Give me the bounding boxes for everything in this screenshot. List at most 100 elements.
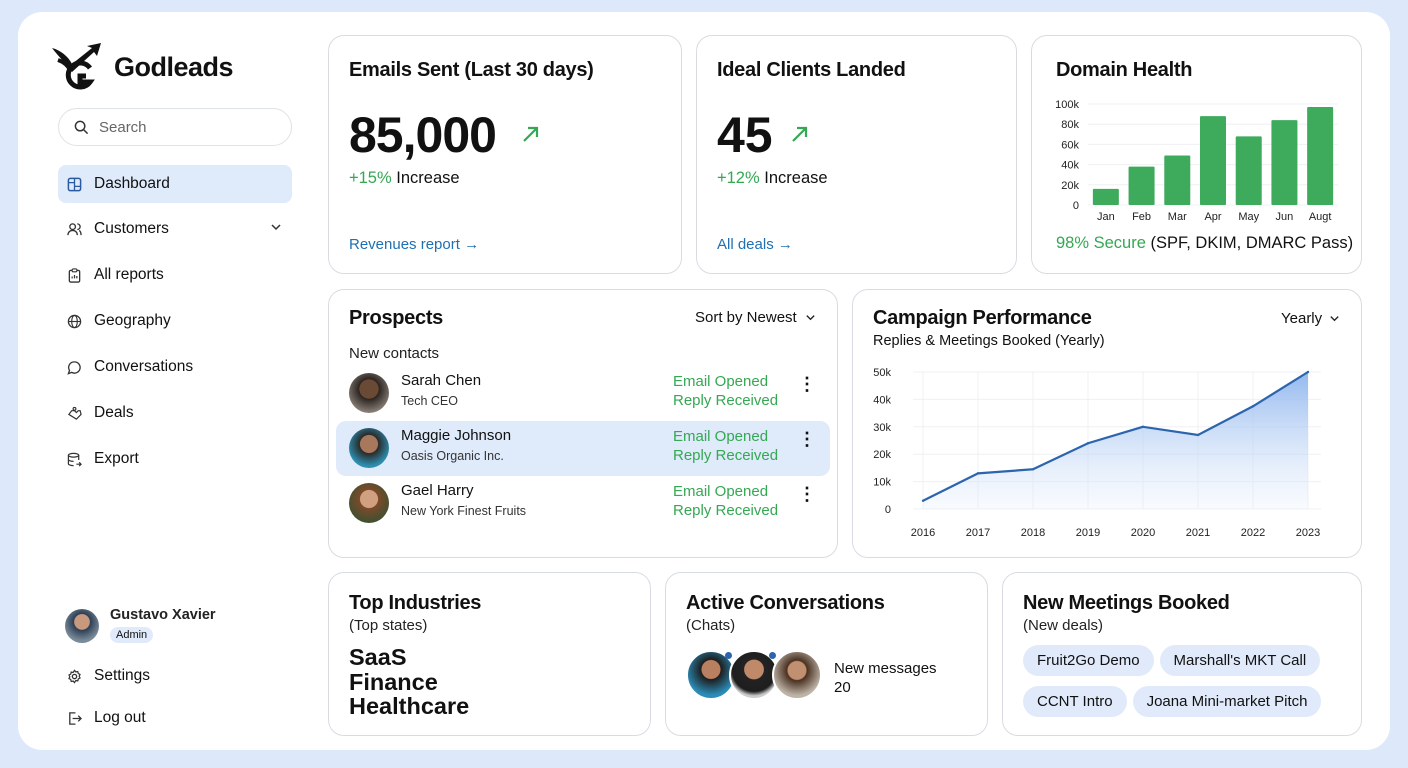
industry-item: Finance xyxy=(349,668,438,695)
sidebar-item-customers[interactable]: Customers xyxy=(58,210,292,248)
prospect-avatar xyxy=(349,428,389,468)
emails-sent-card: Emails Sent (Last 30 days) 85,000 +15% I… xyxy=(328,35,682,274)
status-email-opened: Email Opened xyxy=(673,483,769,500)
data-point xyxy=(1141,425,1145,428)
emails-value: 85,000 xyxy=(349,107,497,163)
card-title: Active Conversations xyxy=(686,592,885,614)
clipboard-icon xyxy=(66,267,82,283)
sidebar-item-label: Export xyxy=(94,450,139,467)
secure-detail: (SPF, DKIM, DMARC Pass) xyxy=(1150,234,1354,252)
logout-label: Log out xyxy=(94,709,146,726)
sidebar-item-geography[interactable]: Geography xyxy=(58,302,292,340)
prospect-row[interactable]: Sarah Chen Tech CEO Email Opened Reply Re… xyxy=(336,366,830,421)
sidebar-item-label: All reports xyxy=(94,266,164,283)
card-title: Domain Health xyxy=(1056,59,1193,81)
prospect-company: Oasis Organic Inc. xyxy=(401,449,504,463)
change-percent: +12% xyxy=(717,169,760,187)
industry-item: SaaS xyxy=(349,644,407,670)
search-input[interactable]: Search xyxy=(58,108,292,146)
y-tick-label: 40k xyxy=(873,394,891,406)
prospect-company: New York Finest Fruits xyxy=(401,504,527,518)
y-tick-label: 100k xyxy=(1055,99,1079,111)
prospect-company: Tech CEO xyxy=(401,394,458,408)
x-tick-label: 2020 xyxy=(1131,527,1155,539)
prospect-row[interactable]: Gael Harry New York Finest Fruits Email … xyxy=(336,476,830,531)
x-tick-label: Jun xyxy=(1276,211,1294,223)
change-label: Increase xyxy=(764,169,828,187)
change-percent: +15% xyxy=(349,169,392,187)
prospect-avatar xyxy=(349,483,389,523)
new-messages-label: New messages xyxy=(834,660,937,677)
sidebar-item-export[interactable]: Export xyxy=(58,440,292,478)
settings-label: Settings xyxy=(94,667,151,684)
status-reply-received: Reply Received xyxy=(673,502,779,519)
status-email-opened: Email Opened xyxy=(673,428,769,445)
period-dropdown[interactable]: Yearly xyxy=(1281,310,1340,327)
meeting-tag[interactable]: Marshall's MKT Call xyxy=(1159,645,1321,676)
x-tick-label: Jan xyxy=(1097,211,1115,223)
x-tick-label: 2023 xyxy=(1296,527,1320,539)
domain-health-chart: 0 20k 40k 60k 80k 100k Jan Feb Mar Apr May Jun Augt xyxy=(1055,99,1338,223)
bar xyxy=(1307,107,1334,205)
data-point xyxy=(1306,370,1310,374)
arrow-up-right-icon xyxy=(521,124,541,149)
more-options-icon[interactable]: ⋮ xyxy=(798,484,816,504)
y-tick-label: 50k xyxy=(873,367,891,379)
users-icon xyxy=(66,221,82,237)
y-tick-label: 0 xyxy=(885,504,891,516)
change-label: Increase xyxy=(396,169,460,187)
sidebar-item-dashboard[interactable]: Dashboard xyxy=(58,165,292,203)
all-deals-link[interactable]: All deals → xyxy=(717,236,793,253)
x-tick-label: 2022 xyxy=(1241,527,1265,539)
y-tick-label: 30k xyxy=(873,422,891,434)
meeting-tag[interactable]: Fruit2Go Demo xyxy=(1023,645,1154,676)
deals-icon xyxy=(66,405,82,421)
prospect-name: Sarah Chen xyxy=(401,372,482,389)
x-tick-label: Apr xyxy=(1204,211,1221,223)
active-conversations-card: Active Conversations (Chats) New message… xyxy=(665,572,988,736)
settings-button[interactable]: Settings xyxy=(58,657,292,695)
sidebar-item-deals[interactable]: Deals xyxy=(58,394,292,432)
prospects-title: Prospects xyxy=(349,307,444,329)
sidebar-item-label: Conversations xyxy=(94,358,194,375)
ideal-clients-card: Ideal Clients Landed 45 +12% Increase Al… xyxy=(696,35,1017,274)
chevron-down-icon xyxy=(806,315,815,321)
meeting-tag[interactable]: Joana Mini-market Pitch xyxy=(1132,686,1322,717)
card-title: Ideal Clients Landed xyxy=(717,59,906,81)
card-subtitle: Replies & Meetings Booked (Yearly) xyxy=(873,333,1105,349)
search-icon xyxy=(73,119,89,135)
revenues-report-link[interactable]: Revenues report → xyxy=(349,236,480,253)
y-tick-label: 80k xyxy=(1061,119,1079,131)
bar xyxy=(1164,155,1191,205)
chat-avatar[interactable] xyxy=(772,650,822,700)
x-tick-label: May xyxy=(1238,211,1259,223)
user-avatar[interactable] xyxy=(65,609,99,643)
x-tick-label: 2019 xyxy=(1076,527,1100,539)
campaign-performance-card: Campaign Performance Replies & Meetings … xyxy=(852,289,1362,558)
more-options-icon[interactable]: ⋮ xyxy=(798,429,816,449)
sidebar-item-label: Geography xyxy=(94,312,171,329)
prospect-row-selected[interactable]: Maggie Johnson Oasis Organic Inc. Email … xyxy=(336,421,830,476)
logout-button[interactable]: Log out xyxy=(58,699,292,737)
chevron-down-icon xyxy=(1330,316,1339,322)
card-title: Emails Sent (Last 30 days) xyxy=(349,59,594,81)
y-tick-label: 10k xyxy=(873,477,891,489)
x-tick-label: 2017 xyxy=(966,527,990,539)
more-options-icon[interactable]: ⋮ xyxy=(798,374,816,394)
sidebar-item-label: Customers xyxy=(94,220,169,237)
sidebar-item-conversations[interactable]: Conversations xyxy=(58,348,292,386)
meeting-tag[interactable]: CCNT Intro xyxy=(1023,686,1127,717)
new-meetings-card: New Meetings Booked (New deals) Fruit2Go… xyxy=(1002,572,1362,736)
bar xyxy=(1092,188,1119,205)
clients-value: 45 xyxy=(717,107,773,163)
gear-icon xyxy=(66,668,82,684)
bar xyxy=(1235,136,1262,205)
top-industries-card: Top Industries (Top states) SaaS Finance… xyxy=(328,572,651,736)
x-tick-label: 2021 xyxy=(1186,527,1210,539)
data-point xyxy=(921,499,925,502)
logo-icon xyxy=(50,42,108,95)
data-point xyxy=(1196,433,1200,437)
period-label: Yearly xyxy=(1281,310,1323,327)
sidebar-item-all-reports[interactable]: All reports xyxy=(58,256,292,294)
sort-dropdown[interactable]: Sort by Newest xyxy=(695,309,816,326)
